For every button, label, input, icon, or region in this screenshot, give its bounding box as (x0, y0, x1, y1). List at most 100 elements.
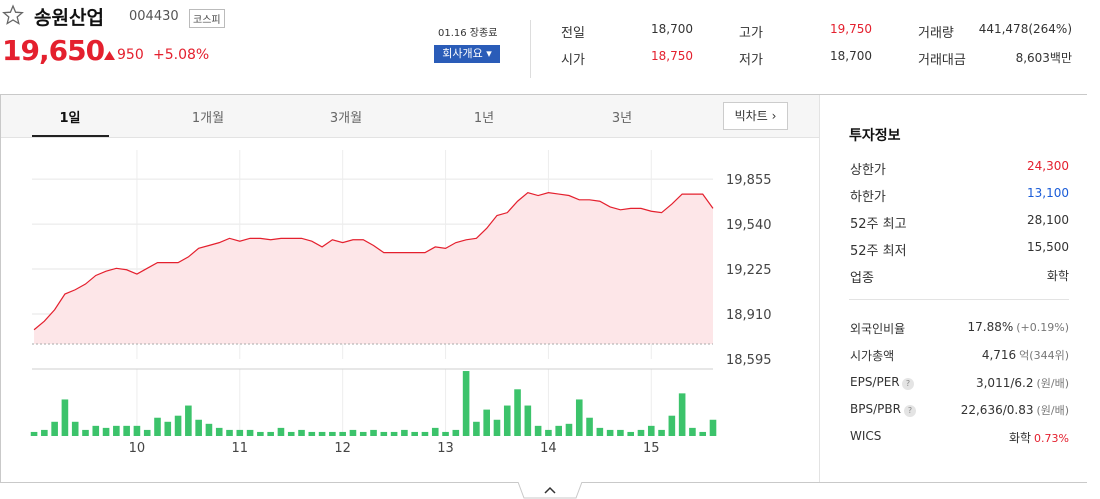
volume-bar (174, 415, 182, 436)
favorite-star[interactable] (2, 4, 24, 26)
volume-bar (267, 431, 274, 436)
volume-bar (277, 427, 285, 436)
volume-bar (51, 421, 58, 436)
quote-label: 거래량 (918, 26, 954, 41)
volume-bar (709, 419, 717, 436)
volume-bar (555, 425, 562, 436)
volume-bar (627, 431, 635, 436)
volume-bar (421, 431, 429, 436)
period-tab[interactable]: 1년 (473, 111, 495, 126)
help-icon[interactable]: ? (904, 404, 916, 417)
quote-value: 18,750 (651, 49, 693, 63)
quote-label: 시가 (561, 53, 585, 68)
x-tick-label: 11 (232, 441, 249, 456)
invest-label: 업종 (850, 271, 874, 286)
volume-bar (647, 425, 655, 436)
volume-bar (308, 431, 316, 436)
collapse-toggle[interactable] (518, 482, 582, 499)
volume-bar (287, 431, 295, 436)
invest-divider (849, 299, 1069, 300)
active-tab-underline (32, 135, 109, 137)
period-tab[interactable]: 1일 (59, 111, 81, 126)
invest-label: WICS (850, 429, 882, 444)
period-tab[interactable]: 3개월 (329, 111, 363, 126)
volume-bar (339, 431, 346, 436)
tab-bar (1, 95, 819, 138)
quote-value: 18,700 (830, 49, 872, 63)
change-percent: +5.08% (153, 47, 210, 63)
volume-bar (226, 429, 233, 436)
invest-label: 외국인비율 (850, 322, 906, 336)
invest-value: 17.88% (967, 320, 1014, 334)
invest-label: 하한가 (850, 190, 886, 205)
x-tick-label: 15 (643, 441, 660, 456)
volume-bar (82, 429, 89, 436)
invest-value-group: 22,636/0.83 (원/배) (961, 402, 1069, 418)
quote-value: 19,750 (830, 22, 872, 36)
volume-bar (390, 431, 398, 436)
up-arrow (104, 51, 115, 60)
invest-panel (819, 95, 1087, 482)
big-chart-button[interactable]: 빅차트 › (723, 102, 788, 130)
volume-bar (411, 431, 418, 436)
volume-bar (586, 417, 593, 436)
volume-bar (143, 429, 151, 436)
company-button[interactable]: 회사개요 ▾ (434, 45, 500, 63)
volume-bar (534, 425, 542, 436)
y-tick-label: 18,595 (726, 353, 772, 368)
volume-bar (349, 429, 357, 436)
invest-label: BPS/PBR (850, 401, 901, 416)
volume-bar (503, 405, 511, 436)
invest-label: 시가총액 (850, 349, 895, 364)
period-tab[interactable]: 1개월 (191, 111, 225, 126)
period-tab[interactable]: 3년 (611, 111, 633, 126)
volume-bar (41, 429, 48, 436)
chart: 19,855 19,540 19,225 18,910 18,595 10 11 12 13 14… (30, 150, 772, 456)
volume-bar (257, 431, 264, 436)
invest-sub: (+0.19%) (1016, 321, 1069, 334)
volume-bar (359, 431, 367, 436)
y-tick-label: 19,225 (726, 263, 772, 278)
invest-value: 3,011/6.2 (975, 375, 1034, 390)
invest-value: 화학 (1008, 431, 1032, 446)
invest-value: 24,300 (1027, 159, 1069, 173)
quote-label: 고가 (739, 26, 763, 41)
help-icon[interactable]: ? (902, 377, 914, 390)
volume-bar (380, 431, 388, 436)
volume-bar (637, 429, 645, 436)
volume-bar (575, 399, 583, 436)
volume-bar (452, 429, 460, 436)
volume-bar (370, 429, 377, 436)
volume-bar (699, 431, 707, 436)
invest-label: 52주 최저 (850, 244, 907, 259)
volume-bar (298, 429, 305, 436)
volume-bar (493, 419, 501, 436)
volume-bar (30, 431, 38, 436)
invest-value: 13,100 (1027, 186, 1069, 200)
company-button-label: 회사개요 (442, 47, 483, 60)
volume-bar (236, 429, 244, 436)
invest-value: 28,100 (1027, 213, 1069, 227)
volume-bar (318, 431, 326, 436)
quote-value: 8,603백만 (1015, 51, 1072, 65)
volume-bar (462, 371, 470, 436)
invest-sub: 억(344위) (1019, 349, 1069, 363)
invest-value: 22,636/0.83 (960, 402, 1034, 417)
volume-bar (565, 423, 573, 436)
quote-label: 전일 (561, 26, 585, 41)
invest-value-group: 3,011/6.2 (원/배) (976, 375, 1069, 391)
price-line (33, 192, 714, 331)
y-tick-label: 18,910 (726, 308, 772, 323)
stock-code: 004430 (129, 9, 179, 24)
volume-bar (164, 421, 172, 436)
x-tick-label: 14 (540, 441, 557, 456)
volume-bar (133, 425, 141, 436)
volume-bar (246, 429, 254, 436)
volume-bar (678, 393, 686, 436)
quote-label: 거래대금 (918, 53, 966, 68)
invest-value-group: 화학 0.73% (1009, 429, 1069, 446)
volume-bar (195, 419, 202, 436)
volume-bar (658, 429, 665, 436)
quote-value: 18,700 (651, 22, 693, 36)
